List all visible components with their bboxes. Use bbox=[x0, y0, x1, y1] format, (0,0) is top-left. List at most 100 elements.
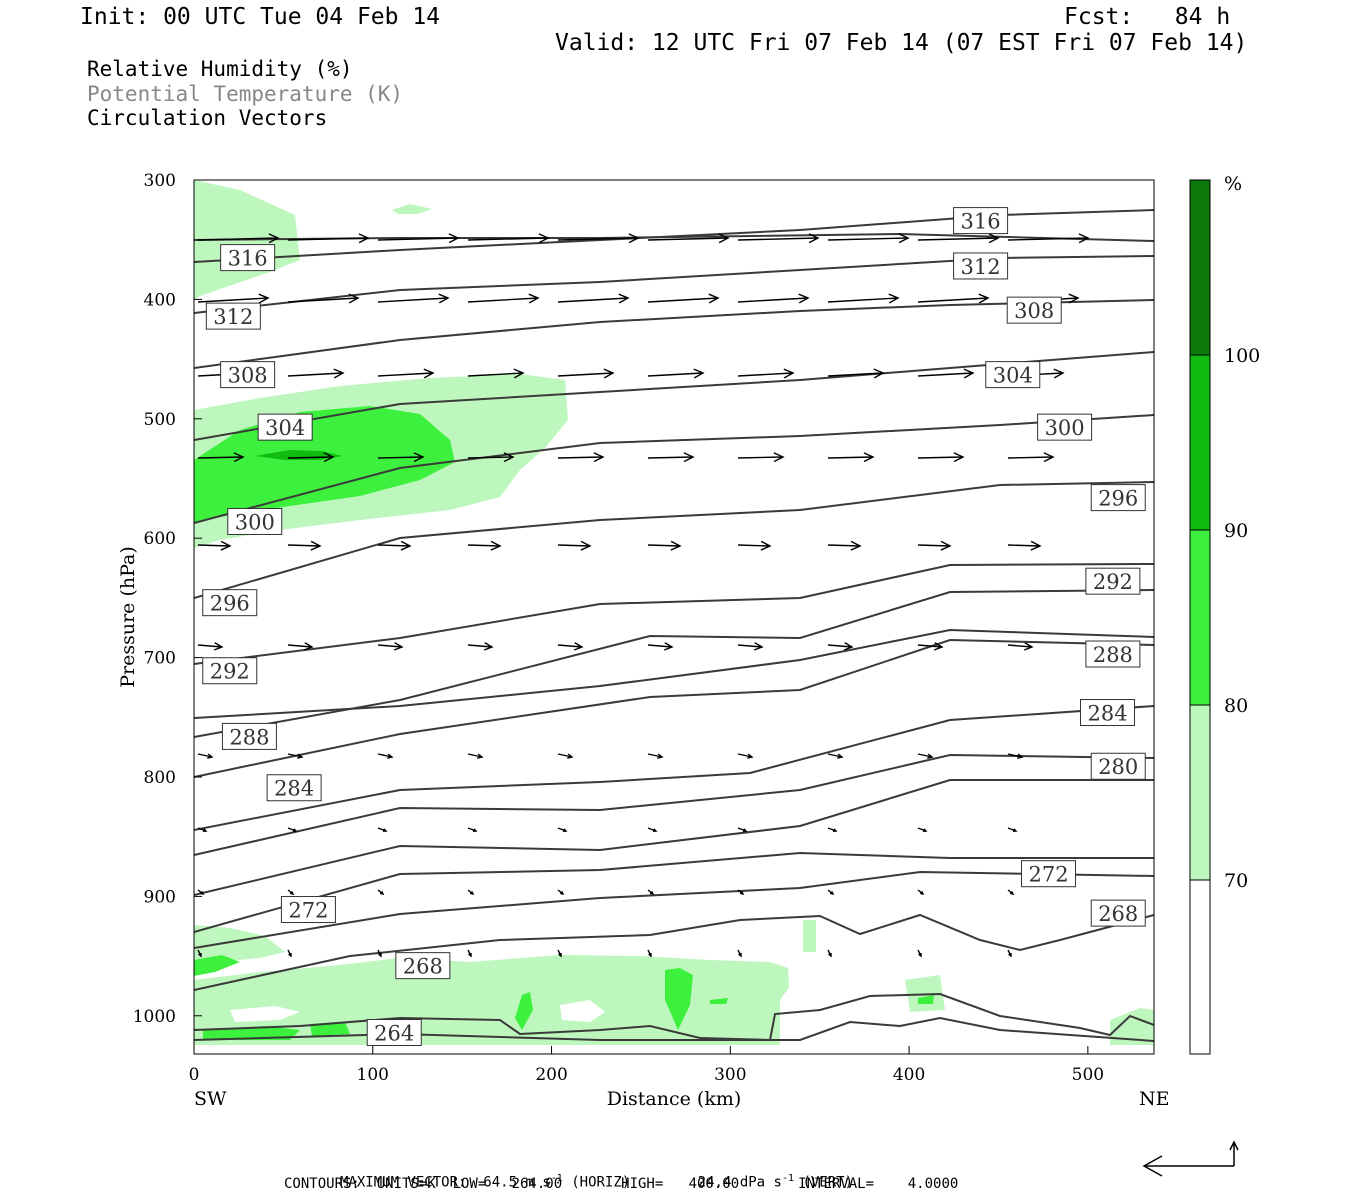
vector-arrowhead bbox=[850, 540, 862, 551]
circulation-vector bbox=[827, 456, 874, 459]
circulation-vector bbox=[917, 372, 974, 377]
vector-arrowhead bbox=[963, 368, 975, 379]
contour-label-box bbox=[1090, 752, 1146, 780]
contour-label: 292 bbox=[210, 660, 250, 684]
circulation-vector bbox=[917, 237, 999, 241]
colorbar-label: 100 bbox=[1224, 345, 1260, 367]
vector-arrowhead bbox=[652, 828, 658, 832]
legend-vectors: Circulation Vectors bbox=[87, 106, 328, 130]
vector-arrowhead bbox=[873, 368, 885, 379]
contour-label-box bbox=[366, 1019, 422, 1047]
contour-label-box bbox=[202, 657, 258, 685]
circulation-vector bbox=[377, 237, 459, 241]
vector-arrowhead bbox=[400, 540, 412, 551]
vector-arrowhead bbox=[233, 452, 245, 463]
circulation-vectors bbox=[197, 233, 1090, 958]
circulation-vector bbox=[1007, 644, 1033, 648]
contour-label-box bbox=[395, 952, 451, 980]
contour-label: 288 bbox=[1093, 643, 1133, 667]
circulation-vector bbox=[647, 644, 673, 648]
rh-below-70-region bbox=[560, 1000, 605, 1022]
contour-label: 304 bbox=[265, 416, 305, 440]
contour-label: 312 bbox=[213, 305, 253, 329]
vector-arrowhead bbox=[773, 452, 785, 463]
vector-arrowhead bbox=[348, 293, 360, 304]
vector-arrowhead bbox=[808, 233, 820, 244]
rh-80-region bbox=[515, 992, 533, 1030]
theta-contour-line bbox=[194, 753, 1154, 856]
vector-arrowhead bbox=[213, 642, 224, 651]
colorbar-segment bbox=[1189, 354, 1211, 531]
vector-arrowhead bbox=[922, 828, 928, 832]
vector-arrowhead bbox=[472, 828, 478, 832]
valid-time: Valid: 12 UTC Fri 07 Feb 14 (07 EST Fri … bbox=[555, 30, 1248, 56]
vector-arrowhead bbox=[708, 293, 720, 304]
vector-arrowhead bbox=[207, 753, 214, 759]
contour-label: 280 bbox=[1098, 755, 1138, 779]
vector-arrowhead bbox=[423, 368, 435, 379]
contour-label: 288 bbox=[229, 725, 269, 749]
x-tick-label: 0 bbox=[189, 1065, 200, 1085]
init-time: Init: 00 UTC Tue 04 Feb 14 bbox=[80, 4, 441, 30]
vector-arrowhead bbox=[1008, 952, 1012, 958]
circulation-vector bbox=[287, 544, 321, 547]
vector-arrowhead bbox=[303, 642, 314, 651]
vector-arrowhead bbox=[378, 952, 382, 958]
contour-label: 296 bbox=[1098, 487, 1138, 511]
contour-label-box bbox=[1080, 699, 1136, 727]
circulation-vector bbox=[467, 297, 539, 303]
vector-arrowhead bbox=[1068, 293, 1080, 304]
vector-arrowhead bbox=[538, 233, 550, 244]
circulation-vector bbox=[377, 456, 424, 459]
circulation-vector bbox=[827, 644, 853, 648]
vector-arrowhead bbox=[829, 890, 835, 896]
vector-arrowhead bbox=[783, 368, 795, 379]
contour-label-box bbox=[280, 896, 336, 924]
rh-80-region bbox=[665, 968, 693, 1030]
contour-label: 316 bbox=[228, 247, 268, 271]
vector-arrowhead bbox=[657, 753, 664, 759]
vector-arrowhead bbox=[438, 293, 450, 304]
contour-label-box bbox=[1037, 413, 1093, 441]
vector-arrowhead bbox=[567, 753, 574, 759]
theta-contour-line bbox=[194, 1016, 1154, 1042]
contour-label-box bbox=[1021, 860, 1077, 888]
circulation-vector bbox=[557, 456, 604, 459]
colorbar-segment bbox=[1189, 704, 1211, 881]
vector-arrowhead bbox=[333, 368, 345, 379]
contour-label: 272 bbox=[1028, 863, 1068, 887]
vector-arrowhead bbox=[693, 368, 705, 379]
vector-arrowhead bbox=[753, 642, 764, 651]
y-axis-title: Pressure (hPa) bbox=[117, 546, 139, 688]
x-tick-label: 400 bbox=[893, 1065, 925, 1085]
rh-70-region bbox=[392, 204, 432, 214]
vector-arrowhead bbox=[202, 828, 208, 832]
vector-arrowhead bbox=[927, 753, 934, 759]
circulation-vector bbox=[917, 644, 943, 648]
vector-arrowhead bbox=[393, 642, 404, 651]
vector-arrowhead bbox=[379, 890, 385, 896]
x-tick-label: 100 bbox=[357, 1065, 389, 1085]
vector-arrowhead bbox=[448, 233, 460, 244]
theta-contour-line bbox=[194, 299, 1154, 369]
vector-arrowhead bbox=[528, 293, 540, 304]
contour-label-box bbox=[1090, 899, 1146, 927]
circulation-vector bbox=[377, 544, 411, 547]
vector-arrowhead bbox=[220, 540, 232, 551]
y-tick-label: 400 bbox=[144, 290, 176, 310]
circulation-vector bbox=[647, 544, 681, 547]
forecast-hour: Fcst: 84 h bbox=[1064, 4, 1231, 30]
vector-arrowhead bbox=[1017, 753, 1024, 759]
contour-label: 300 bbox=[235, 510, 275, 534]
circulation-vector bbox=[737, 544, 771, 547]
theta-contour-line bbox=[194, 563, 1154, 665]
colorbar-label: 80 bbox=[1224, 695, 1248, 717]
theta-contour-line bbox=[194, 851, 1154, 933]
vector-arrowhead bbox=[918, 952, 922, 958]
circulation-vector bbox=[287, 372, 344, 377]
theta-contour-line bbox=[194, 870, 1154, 949]
rh-70-region bbox=[1110, 1008, 1154, 1045]
contour-label-box bbox=[202, 589, 258, 617]
vector-arrowhead bbox=[358, 233, 370, 244]
horiz-tag: (HORIZ) bbox=[571, 1174, 631, 1191]
